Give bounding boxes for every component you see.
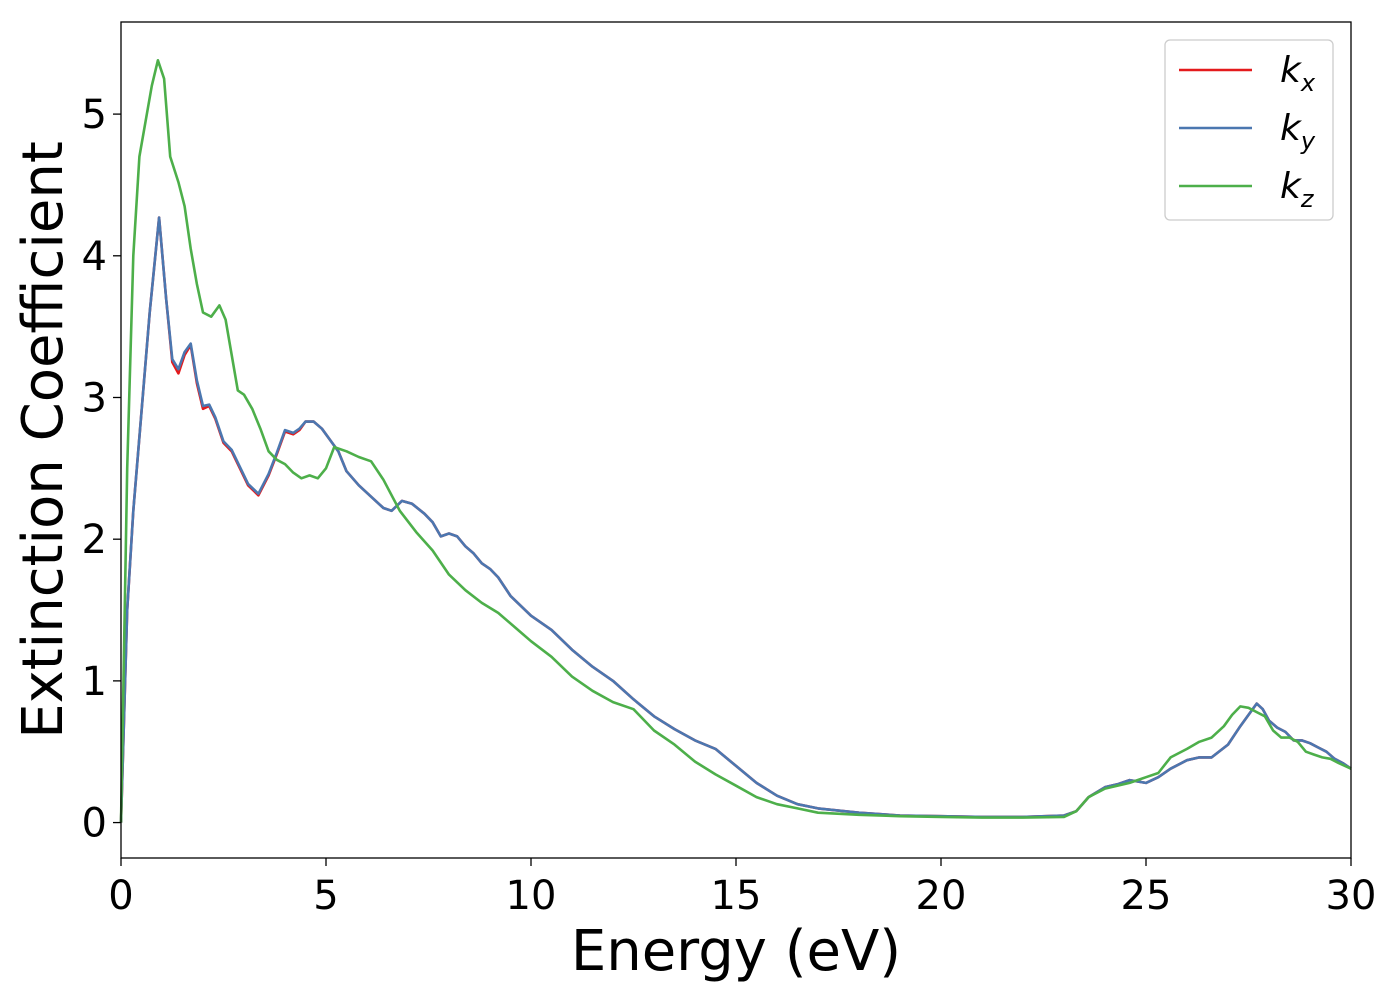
legend-items: kx ky kz xyxy=(1179,50,1316,213)
series-line-ky xyxy=(119,216,1352,823)
x-tick-label: 5 xyxy=(313,873,338,919)
y-tick-label: 0 xyxy=(82,801,107,847)
legend-label-kz: kz xyxy=(1280,166,1315,213)
x-tick-label: 15 xyxy=(711,873,762,919)
legend-frame xyxy=(1164,39,1334,221)
x-axis-ticks: 0 5 10 15 20 25 30 xyxy=(108,858,1376,919)
y-tick-label: 2 xyxy=(82,517,107,563)
x-tick-label: 25 xyxy=(1121,873,1172,919)
x-tick-label: 20 xyxy=(916,873,967,919)
legend: kx ky kz xyxy=(1164,39,1334,221)
legend-label-ky: ky xyxy=(1280,108,1316,155)
x-tick-label: 30 xyxy=(1326,873,1377,919)
y-tick-label: 5 xyxy=(82,92,107,138)
x-tick-label: 10 xyxy=(506,873,557,919)
legend-label-kx: kx xyxy=(1280,50,1316,97)
y-axis-ticks: 0 1 2 3 4 5 xyxy=(82,92,121,847)
series-line-kz xyxy=(119,59,1352,823)
series-layer xyxy=(119,59,1352,823)
x-axis-label: Energy (eV) xyxy=(571,919,901,984)
y-tick-label: 4 xyxy=(82,234,107,280)
series-line-kx xyxy=(119,216,1352,823)
y-axis-label: Extinction Coefficient xyxy=(11,141,76,739)
y-tick-label: 1 xyxy=(82,659,107,705)
y-tick-label: 3 xyxy=(82,375,107,421)
x-tick-label: 0 xyxy=(108,873,133,919)
